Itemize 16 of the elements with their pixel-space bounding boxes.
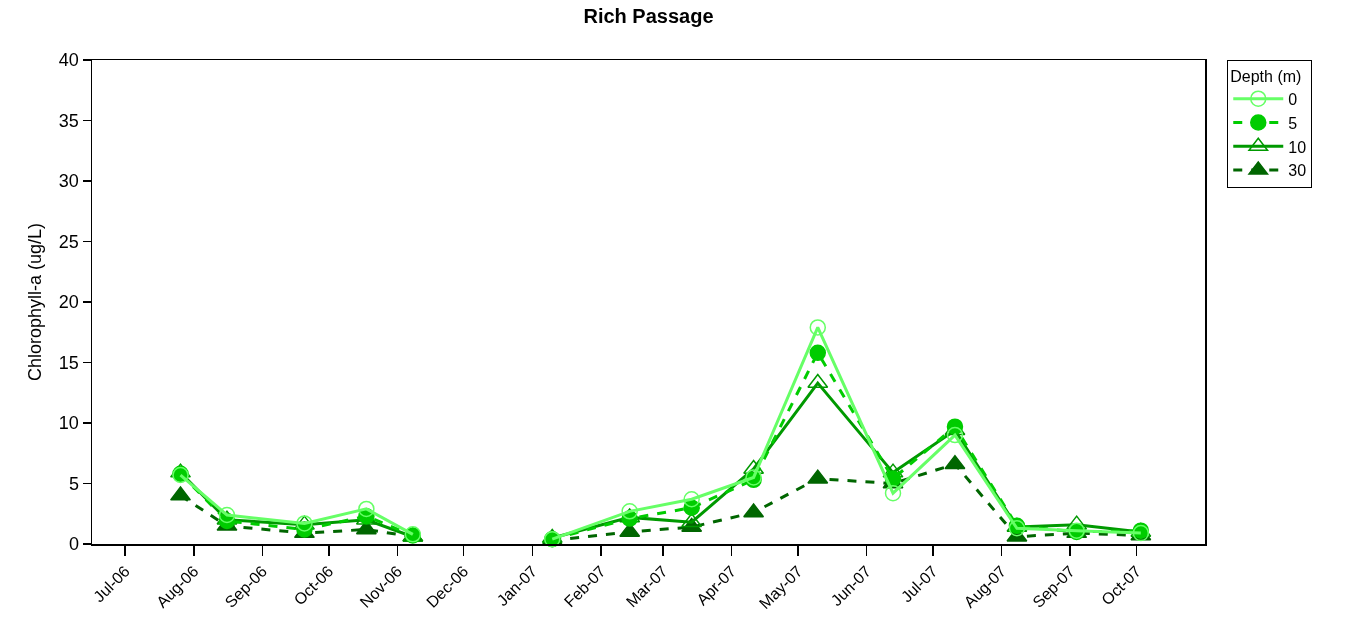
- y-tick-label: 15: [58, 352, 79, 373]
- legend-title: Depth (m): [1230, 67, 1302, 85]
- legend-label: 0: [1288, 90, 1298, 108]
- legend-label: 30: [1288, 162, 1307, 180]
- legend-label: 5: [1288, 114, 1298, 132]
- y-tick-label: 35: [58, 110, 79, 131]
- y-tick-label: 25: [58, 231, 79, 252]
- y-tick-label: 30: [58, 171, 79, 192]
- legend-label: 10: [1288, 138, 1307, 156]
- chart-title: Rich Passage: [583, 5, 714, 28]
- y-tick-label: 5: [68, 473, 79, 494]
- y-tick-label: 40: [58, 50, 79, 71]
- y-tick-label: 10: [58, 413, 79, 434]
- y-tick-label: 0: [68, 534, 79, 555]
- y-axis-title: Chlorophyll-a (ug/L): [25, 222, 46, 382]
- y-tick-label: 20: [58, 292, 79, 313]
